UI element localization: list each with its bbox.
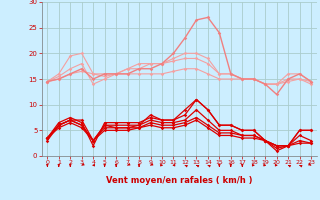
X-axis label: Vent moyen/en rafales ( km/h ): Vent moyen/en rafales ( km/h ) [106,176,252,185]
